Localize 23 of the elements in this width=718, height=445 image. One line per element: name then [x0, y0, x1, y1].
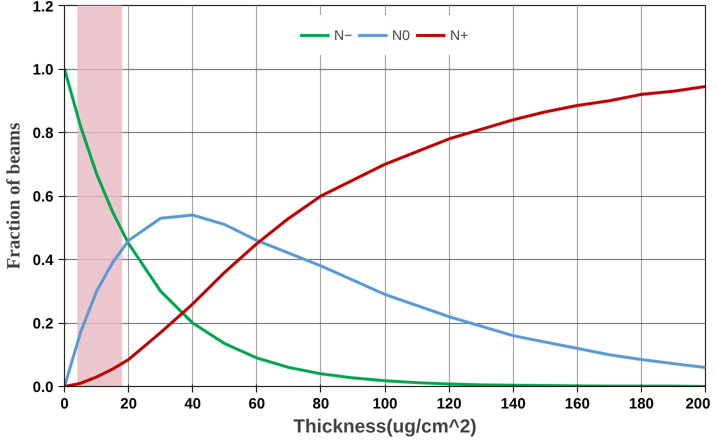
x-tick-label: 60 — [248, 396, 266, 412]
x-tick-label: 100 — [372, 396, 398, 412]
y-tick-label: 0.0 — [32, 379, 54, 396]
y-axis-title: Fraction of beams — [4, 122, 25, 270]
x-tick-label: 20 — [120, 396, 137, 412]
x-axis-title: Thickness(ug/cm^2) — [293, 416, 477, 438]
y-tick-label: 0.8 — [32, 125, 54, 142]
y-tick-label: 1.0 — [32, 62, 54, 78]
legend-label: N0 — [392, 27, 411, 43]
x-tick-label: 80 — [312, 396, 330, 412]
y-tick-label: 1.2 — [32, 0, 54, 16]
y-tick-label: 0.4 — [32, 252, 54, 269]
legend-label: N+ — [450, 27, 470, 43]
x-tick-label: 200 — [685, 396, 711, 412]
x-tick-label: 120 — [436, 396, 462, 412]
x-tick-label: 140 — [500, 396, 526, 412]
x-tick-label: 40 — [184, 396, 202, 412]
y-tick-label: 0.2 — [32, 316, 54, 332]
y-tick-label: 0.6 — [32, 188, 54, 206]
x-tick-label: 160 — [564, 396, 590, 412]
x-tick-label: 180 — [628, 396, 654, 412]
x-tick-label: 0 — [60, 396, 69, 412]
legend-label: N− — [334, 27, 354, 43]
